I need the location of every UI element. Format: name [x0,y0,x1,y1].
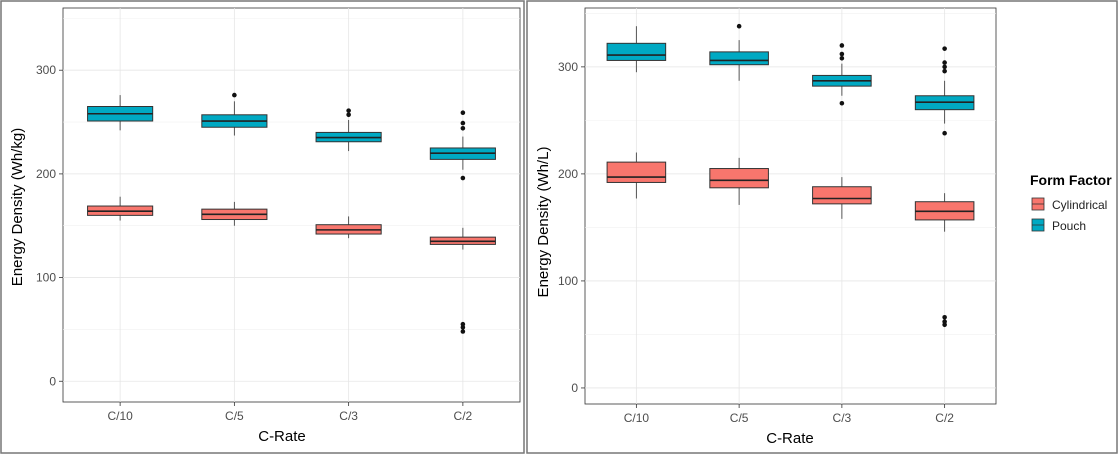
outlier-point [942,64,947,70]
left-x-tick-label: C/2 [454,409,473,423]
box-iqr [709,168,769,189]
left-box-pouch-c-5 [201,92,268,136]
box-iqr [812,186,872,205]
left-y-tick-label: 300 [36,63,56,77]
outlier-point [839,43,845,48]
left-box-cylindrical-c-10 [87,196,154,221]
left-box-cylindrical-c-3 [315,216,382,239]
box-iqr [606,42,667,61]
left-x-tick-label: C/10 [107,409,133,423]
right-x-tick-label: C/5 [730,411,749,425]
outlier-point [839,100,845,106]
legend-label-cylindrical: Cylindrical [1052,198,1107,212]
left-y-axis-title: Energy Density (Wh/kg) [9,128,26,286]
box-iqr [709,51,769,66]
right-box-cylindrical-c-3 [812,177,872,219]
right-box-pouch-c-2 [914,46,975,136]
legend-label-pouch: Pouch [1052,219,1086,233]
right-y-tick-label: 300 [558,60,578,74]
right-y-axis-title: Energy Density (Wh/L) [535,147,552,298]
left-x-tick-label: C/3 [339,409,358,423]
right-box-cylindrical-c-2 [914,193,975,328]
outlier-point [460,329,466,334]
box-iqr [606,161,667,183]
right-y-tick-label: 200 [558,167,578,181]
outlier-point [736,23,742,29]
outlier-point [460,120,466,126]
left-plot-area [62,7,521,403]
outlier-point [346,108,351,113]
outlier-point [942,68,947,74]
outlier-point [460,110,466,116]
outlier-point [942,319,947,324]
outlier-point [460,125,466,131]
left-y-tick-label: 200 [36,167,56,181]
legend-title: Form Factor [1030,172,1112,188]
right-x-axis-title: C-Rate [766,430,814,447]
right-box-cylindrical-c-10 [606,152,667,199]
legend-item-cylindrical: Cylindrical [1031,197,1107,212]
outlier-point [346,112,351,118]
right-box-cylindrical-c-5 [709,157,769,205]
outlier-point [460,321,466,327]
right-x-tick-label: C/3 [833,411,852,425]
outlier-point [942,60,947,65]
left-box-cylindrical-c-5 [201,201,268,226]
right-box-pouch-c-10 [606,26,667,73]
left-box-pouch-c-10 [87,95,154,131]
outlier-point [942,130,947,136]
right-y-tick-label: 100 [558,274,578,288]
legend-item-pouch: Pouch [1031,218,1086,233]
left-chart: 0 100 200 300 C/10 C/5 C/3 C/2 [36,7,521,423]
left-box-pouch-c-3 [315,108,382,152]
outlier-point [460,175,466,181]
left-y-tick-label: 100 [36,271,56,285]
outlier-point [942,46,947,51]
right-box-pouch-c-5 [709,23,769,81]
left-y-tick-label: 0 [49,374,56,388]
right-x-tick-label: C/10 [624,411,650,425]
left-x-tick-label: C/5 [225,409,244,423]
chart-layer: 0 100 200 300 C/10 C/5 C/3 C/2 0 100 200 300 C/10 C/5… [36,7,997,425]
right-box-pouch-c-3 [812,43,872,106]
outlier-point [232,92,237,98]
left-x-axis-title: C-Rate [258,428,306,445]
right-x-tick-label: C/2 [935,411,954,425]
outlier-point [942,322,947,328]
right-chart: 0 100 200 300 C/10 C/5 C/3 C/2 [558,7,997,425]
legend: Form Factor Cylindrical Pouch [1030,172,1112,233]
left-box-pouch-c-2 [429,110,496,181]
outlier-point [942,315,947,320]
outlier-point [839,51,845,57]
outlier-point [839,56,845,61]
left-box-cylindrical-c-2 [429,227,496,334]
right-y-tick-label: 0 [571,381,578,395]
